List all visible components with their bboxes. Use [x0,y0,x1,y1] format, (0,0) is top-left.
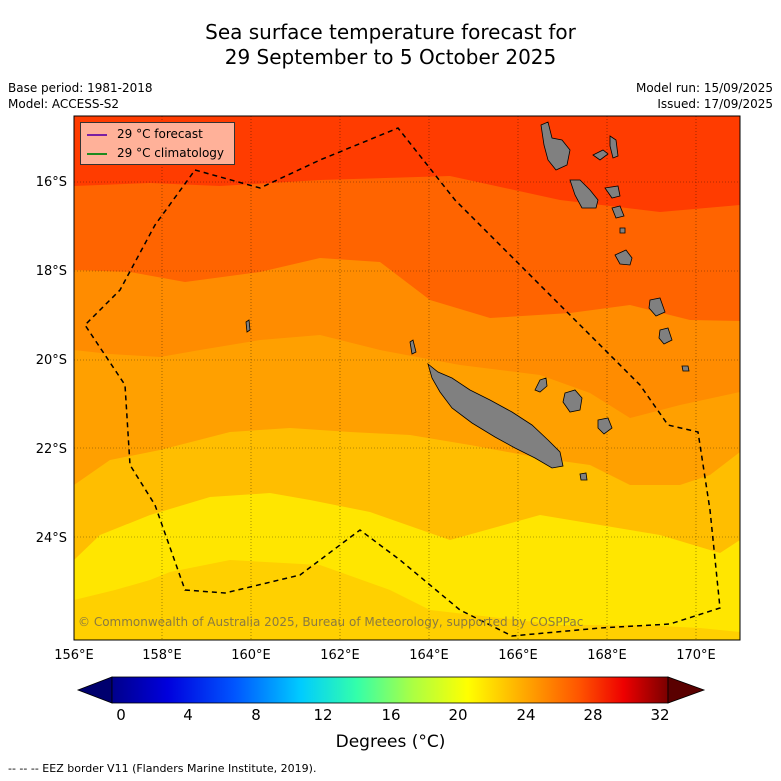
vanuatu-aneityum [681,365,690,372]
isle-of-pines [579,472,588,481]
colorbar-high-arrow [667,676,706,704]
model-run: Model run: 15/09/2025 [635,81,773,95]
mare-island [597,417,613,435]
sst-band-23 [74,560,740,640]
legend-forecast: 29 °C forecast [87,126,203,142]
lon-label-158e: 158°E [142,648,182,663]
colorbar-label: Degrees (°C) [335,732,446,752]
lat-label-22s: 22°S [36,442,67,457]
colorbar-tick-4: 4 [183,706,193,724]
vanuatu-epi [604,185,621,199]
lifou-island [562,389,583,413]
chesterfield-island [245,319,251,333]
map-legend: 29 °C forecast 29 °C climatology [80,122,235,165]
colorbar-tick-24: 24 [516,706,535,724]
map-frame [73,115,741,641]
colorbar-low-arrow [76,676,113,704]
copyright-text: © Commonwealth of Australia 2025, Bureau… [78,615,583,629]
lon-labels: 156°E 158°E 160°E 162°E 164°E 166°E 168°… [54,648,716,663]
legend-climatology: 29 °C climatology [87,145,224,161]
ouvea-island [534,377,548,393]
lon-label-164e: 164°E [409,648,449,663]
vanuatu-erromango [648,297,666,317]
land-masses [245,121,690,481]
eez-border [84,127,721,637]
legend-forecast-label: 29 °C forecast [117,127,203,141]
issued-date: Issued: 17/09/2025 [657,97,773,111]
colorbar-tick-20: 20 [448,706,467,724]
base-period: Base period: 1981-2018 [8,81,153,95]
map-gridlines [74,116,740,640]
new-caledonia [427,362,564,469]
lon-label-170e: 170°E [676,648,716,663]
lat-label-20s: 20°S [36,353,67,368]
eez-footnote: -- -- -- EEZ border V11 (Flanders Marine… [8,762,317,775]
colorbar-tick-32: 32 [650,706,669,724]
meta-right: Model run: 15/09/2025 Issued: 17/09/2025 [636,80,773,112]
vanuatu-malekula [569,179,599,209]
lat-labels: 16°S 18°S 20°S 22°S 24°S [36,175,67,546]
lon-label-168e: 168°E [587,648,627,663]
colorbar: 0 4 8 12 16 20 24 28 32 [76,676,706,724]
vanuatu-pentecost [609,135,619,159]
belep-island [409,339,417,355]
meta-left: Base period: 1981-2018 Model: ACCESS-S2 [8,80,153,112]
title-line-1: Sea surface temperature forecast for [205,20,576,44]
lat-label-16s: 16°S [36,175,67,190]
lon-label-156e: 156°E [54,648,94,663]
vanuatu-small-island-1 [611,205,625,219]
colorbar-tick-16: 16 [381,706,400,724]
legend-climatology-label: 29 °C climatology [117,146,225,160]
legend-forecast-swatch [87,133,107,136]
lat-label-24s: 24°S [36,531,67,546]
vanuatu-efate [614,249,633,266]
colorbar-tick-12: 12 [313,706,332,724]
model-name: Model: ACCESS-S2 [8,97,120,111]
colorbar-gradient [111,676,669,704]
colorbar-tick-28: 28 [583,706,602,724]
title-line-2: 29 September to 5 October 2025 [224,45,557,69]
legend-climatology-swatch [87,152,107,155]
map-title: Sea surface temperature forecast for 29 … [0,20,781,70]
lat-label-18s: 18°S [36,264,67,279]
colorbar-tick-8: 8 [251,706,261,724]
colorbar-tick-0: 0 [116,706,126,724]
lon-label-166e: 166°E [498,648,538,663]
sst-bands [74,116,740,640]
vanuatu-espiritu-santo [540,121,571,171]
vanuatu-small-island-2 [619,227,626,234]
lon-label-160e: 160°E [231,648,271,663]
vanuatu-ambae [592,149,609,161]
lon-label-162e: 162°E [320,648,360,663]
vanuatu-tanna [658,327,673,345]
